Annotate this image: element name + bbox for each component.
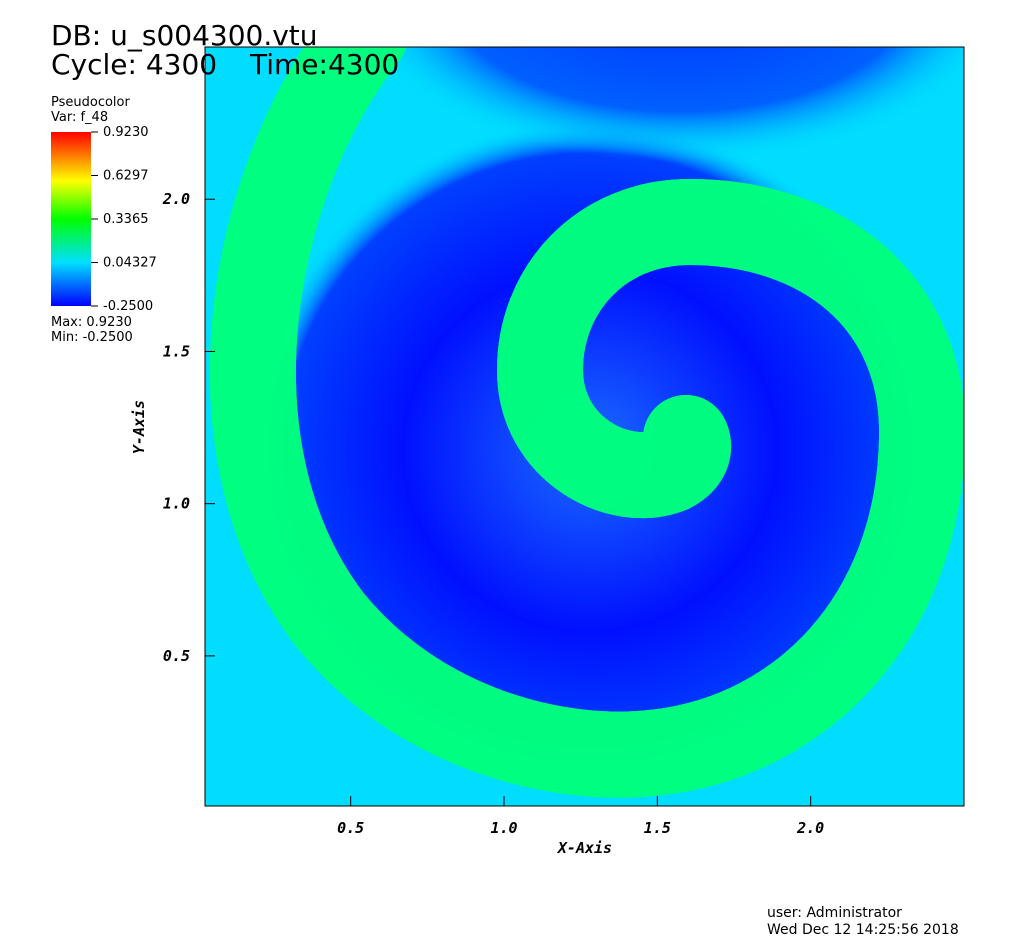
x-tick-label: 1.5	[644, 819, 671, 837]
colorbar-tick-label: 0.6297	[103, 169, 149, 184]
x-tick-label: 0.5	[337, 819, 364, 837]
colorbar-tick-label: 0.9230	[103, 125, 149, 140]
colorbar-tick-label: 0.04327	[103, 255, 157, 270]
legend-min: Min: -0.2500	[51, 330, 133, 345]
y-axis-title: Y-Axis	[130, 400, 148, 454]
colorbar-tick-label: 0.3365	[103, 212, 149, 227]
x-tick-label: 1.0	[490, 819, 517, 837]
colorbar-tick-label: -0.2500	[103, 299, 153, 314]
legend-plot: Pseudocolor	[51, 95, 130, 110]
plot-frame	[204, 46, 965, 807]
field	[205, 47, 964, 806]
time: Time:4300	[249, 48, 399, 81]
y-tick-label: 0.5	[163, 647, 190, 665]
legend-max: Max: 0.9230	[51, 315, 132, 330]
legend-var: Var: f_48	[51, 110, 108, 125]
db-name: DB: u_s004300.vtu	[51, 19, 318, 52]
x-axis-title: X-Axis	[556, 839, 612, 857]
footer-user: user: Administrator	[767, 905, 902, 921]
y-tick-label: 1.5	[163, 342, 190, 360]
footer-date: Wed Dec 12 14:25:56 2018	[767, 922, 959, 938]
y-tick-label: 2.0	[162, 190, 190, 208]
cycle: Cycle: 4300	[51, 48, 217, 81]
colorbar	[51, 132, 91, 306]
x-tick-label: 2.0	[796, 819, 824, 837]
y-tick-label: 1.0	[163, 495, 190, 513]
